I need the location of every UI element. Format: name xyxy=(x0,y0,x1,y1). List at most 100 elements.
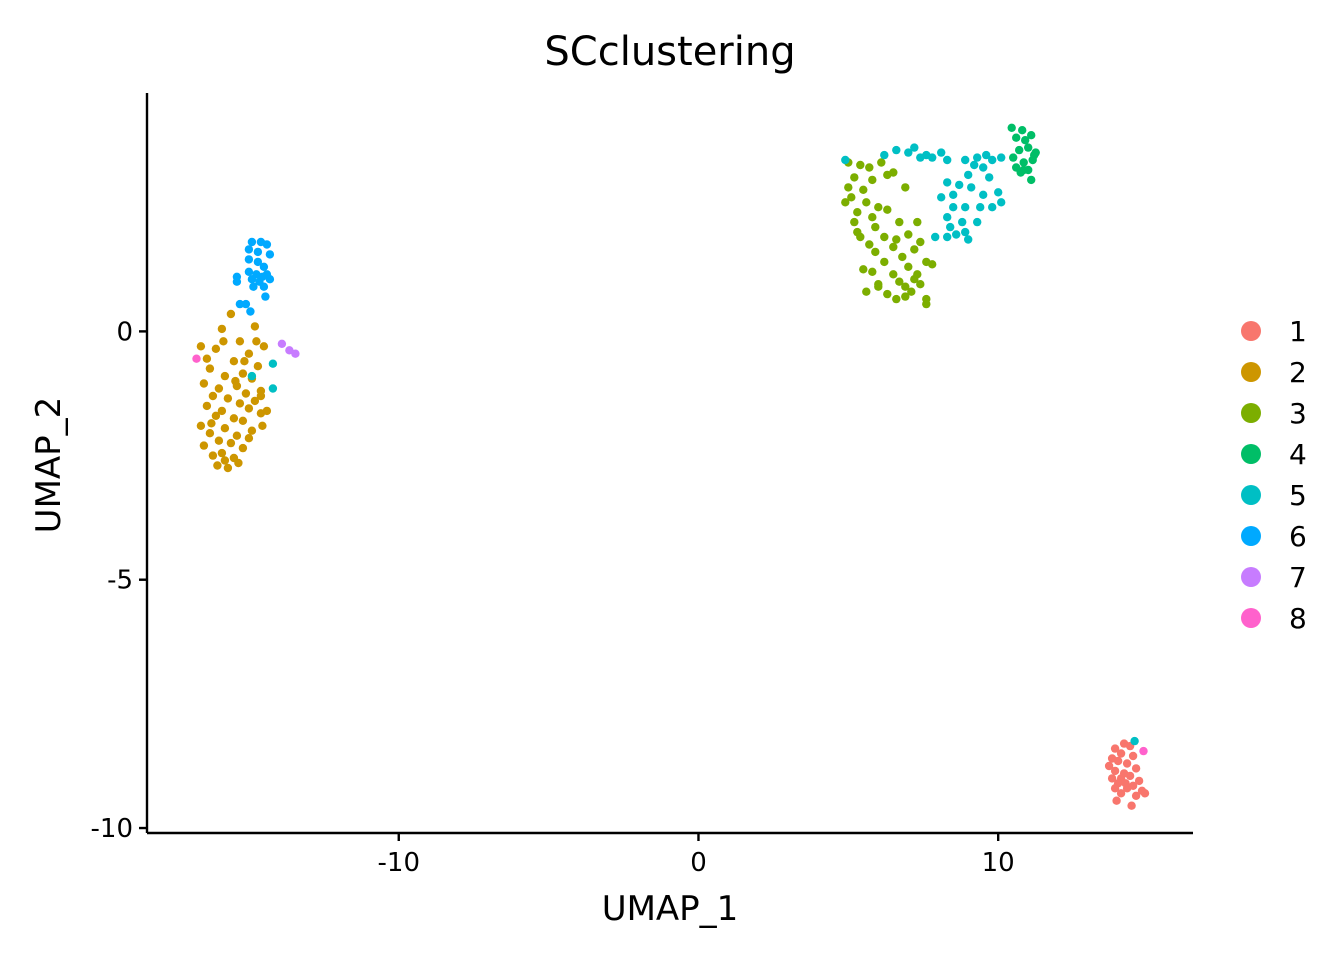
cluster-5-point xyxy=(931,232,940,242)
cluster-2-point xyxy=(238,443,248,453)
cluster-2-point xyxy=(205,429,215,438)
chart-title: SCclustering xyxy=(544,29,795,75)
cluster-5-point xyxy=(961,203,970,212)
cluster-3-point xyxy=(910,245,919,254)
cluster-5-point xyxy=(997,153,1006,162)
cluster-2-point xyxy=(240,357,249,366)
y-tick-label: -5 xyxy=(107,566,133,596)
cluster-5-point xyxy=(985,173,994,182)
legend-key-1 xyxy=(1241,321,1261,341)
cluster-2-point xyxy=(199,379,209,388)
cluster-3-point xyxy=(910,275,919,284)
cluster-4-point xyxy=(1023,143,1033,152)
cluster-5-point xyxy=(964,235,973,244)
cluster-2-point xyxy=(252,337,261,346)
cluster-3-point xyxy=(907,287,916,296)
cluster-3-point xyxy=(862,287,871,296)
cluster-5-point xyxy=(979,190,988,199)
cluster-5-point xyxy=(943,213,952,222)
cluster-8-point xyxy=(1139,746,1148,756)
cluster-1-point xyxy=(1140,789,1150,798)
cluster-2-point xyxy=(235,337,245,346)
cluster-5-point xyxy=(982,150,991,160)
cluster-5-point xyxy=(928,153,937,162)
cluster-3-point xyxy=(889,270,898,279)
cluster-5-point xyxy=(958,217,967,227)
cluster-3-point xyxy=(847,193,856,202)
cluster-2-point xyxy=(244,434,254,443)
x-axis-title: UMAP_1 xyxy=(602,889,739,929)
cluster-3-point xyxy=(871,222,880,232)
cluster-3-point xyxy=(850,217,859,227)
cluster-3-point xyxy=(865,240,874,249)
cluster-5-point xyxy=(892,145,901,155)
cluster-2-point xyxy=(223,463,233,473)
cluster-4-point xyxy=(1019,158,1028,167)
cluster-2-point xyxy=(211,411,221,420)
cluster-6-point xyxy=(262,240,272,249)
cluster-1-point xyxy=(1110,766,1120,776)
cluster-3-point xyxy=(883,205,892,214)
cluster-1-point xyxy=(1116,749,1126,758)
cluster-1-point xyxy=(1125,771,1135,781)
cluster-2-point xyxy=(196,342,206,351)
cluster-2-point xyxy=(258,421,267,430)
cluster-5-point xyxy=(967,183,976,192)
legend-key-4 xyxy=(1241,444,1261,464)
cluster-5-point xyxy=(988,203,997,212)
cluster-3-point xyxy=(880,232,889,242)
cluster-4-point xyxy=(1019,165,1028,175)
cluster-4-point xyxy=(1009,153,1018,162)
cluster-5-point xyxy=(955,180,964,190)
cluster-1-point xyxy=(1113,756,1123,766)
cluster-3-point xyxy=(889,242,898,252)
cluster-2-point xyxy=(214,384,224,393)
cluster-2-point xyxy=(253,362,263,371)
cluster-2-point xyxy=(256,391,266,401)
cluster-1-point xyxy=(1122,759,1132,768)
cluster-5-point xyxy=(937,193,946,202)
cluster-2-point xyxy=(211,344,221,353)
legend-label-4: 4 xyxy=(1289,438,1307,471)
cluster-2-point xyxy=(226,309,236,319)
cluster-2-point xyxy=(229,414,239,423)
cluster-2-point xyxy=(202,401,212,411)
cluster-6-point xyxy=(244,267,254,276)
cluster-3-point xyxy=(868,175,877,185)
cluster-6-point xyxy=(235,299,245,309)
cluster-3-point xyxy=(859,185,868,194)
cluster-3-point xyxy=(853,208,862,217)
y-axis-title: UMAP_2 xyxy=(29,397,69,534)
cluster-4-point xyxy=(1018,126,1027,135)
cluster-5-point xyxy=(943,178,952,187)
cluster-5-point xyxy=(952,230,961,239)
cluster-6-point xyxy=(261,292,270,301)
cluster-6-point xyxy=(232,277,242,286)
axes-layer: -10 0 10 0 -5 -10 xyxy=(91,93,1193,878)
cluster-2-point xyxy=(238,416,248,425)
cluster-2-point xyxy=(217,324,227,334)
cluster-2-point xyxy=(241,389,251,398)
cluster-3-point xyxy=(892,235,901,244)
cluster-5-point xyxy=(880,150,889,160)
cluster-2-point xyxy=(231,376,240,386)
cluster-2-point xyxy=(232,431,242,440)
cluster-1-point xyxy=(1116,789,1126,798)
cluster-5-point xyxy=(979,163,988,172)
cluster-3-point xyxy=(916,237,925,247)
legend-label-6: 6 xyxy=(1289,520,1307,553)
cluster-6-point xyxy=(247,237,257,247)
cluster-4-point xyxy=(1031,148,1040,157)
cluster-4-point xyxy=(1028,155,1037,165)
x-tick-label: -10 xyxy=(378,848,420,878)
cluster-3-point xyxy=(883,289,892,299)
cluster-2-point xyxy=(220,456,230,465)
cluster-3-point xyxy=(901,282,910,291)
cluster-2-point xyxy=(250,396,260,406)
cluster-5-point xyxy=(973,153,982,162)
cluster-5-point xyxy=(943,232,952,242)
cluster-6-point xyxy=(249,282,258,291)
cluster-3-point xyxy=(901,292,910,301)
cluster-3-point xyxy=(883,170,892,180)
